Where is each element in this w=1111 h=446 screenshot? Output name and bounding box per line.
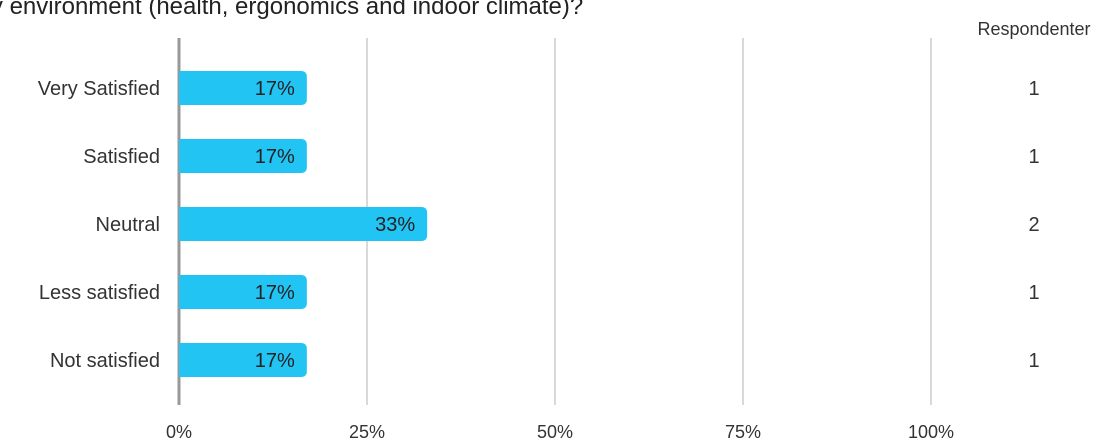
bar (179, 71, 307, 105)
bar-value-label: 33% (375, 214, 415, 236)
respondent-count: 1 (1028, 350, 1039, 372)
bar-value-label: 17% (255, 78, 295, 100)
bar (179, 275, 307, 309)
category-label: Not satisfied (50, 350, 160, 372)
bar (179, 207, 428, 241)
respondent-count: 1 (1028, 146, 1039, 168)
bar-value-label: 17% (255, 282, 295, 304)
x-tick-label: 0% (166, 422, 192, 441)
respondent-count: 1 (1028, 78, 1039, 100)
category-label: Neutral (96, 214, 160, 236)
category-label: Very Satisfied (38, 78, 160, 100)
x-tick-label: 25% (349, 422, 385, 441)
x-tick-label: 50% (537, 422, 573, 441)
chart-title: ice the physical study environment (heal… (0, 0, 583, 20)
bar (179, 343, 307, 377)
category-label: Less satisfied (39, 282, 160, 304)
bar-value-label: 17% (255, 146, 295, 168)
respondents-header: Respondenter (977, 19, 1090, 39)
bar-value-label: 17% (255, 350, 295, 372)
x-tick-label: 100% (908, 422, 954, 441)
category-label: Satisfied (83, 146, 160, 168)
respondent-count: 1 (1028, 282, 1039, 304)
respondent-count: 2 (1028, 214, 1039, 236)
x-tick-label: 75% (725, 422, 761, 441)
bar (179, 139, 307, 173)
